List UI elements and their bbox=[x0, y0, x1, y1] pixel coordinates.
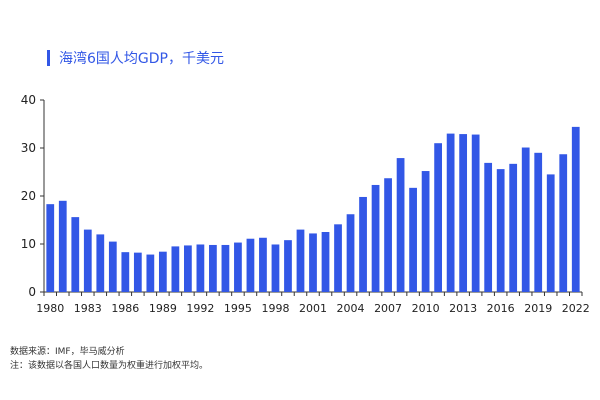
source-note: 数据来源：IMF，毕马威分析 bbox=[10, 347, 125, 357]
bar-2001 bbox=[309, 233, 317, 292]
bar-2015 bbox=[484, 162, 493, 292]
bar-2022 bbox=[571, 126, 580, 292]
bar-2006 bbox=[371, 184, 380, 292]
bar-2002 bbox=[321, 232, 330, 292]
y-tick-label: 0 bbox=[28, 285, 36, 299]
x-tick-label: 2010 bbox=[412, 302, 440, 315]
x-tick-label: 2007 bbox=[374, 302, 402, 315]
bar-2018 bbox=[521, 147, 530, 292]
x-tick-label: 2019 bbox=[524, 302, 552, 315]
bar-1992 bbox=[196, 244, 205, 292]
bar-2007 bbox=[384, 178, 392, 292]
y-tick-label: 20 bbox=[21, 189, 36, 203]
title-accent-bar bbox=[47, 50, 50, 66]
x-tick-label: 1980 bbox=[36, 302, 64, 315]
x-tick-label: 2004 bbox=[337, 302, 365, 315]
bar-2005 bbox=[359, 196, 367, 292]
x-tick-label: 2022 bbox=[562, 302, 590, 315]
bar-1998 bbox=[271, 244, 280, 292]
bar-2016 bbox=[496, 169, 505, 292]
x-tick-label: 1983 bbox=[74, 302, 102, 315]
bar-1991 bbox=[184, 245, 192, 292]
bar-1985 bbox=[108, 241, 117, 292]
bar-1981 bbox=[58, 200, 67, 292]
bar-1990 bbox=[171, 246, 180, 292]
x-tick-label: 1986 bbox=[111, 302, 139, 315]
bar-2017 bbox=[509, 163, 518, 292]
bar-2020 bbox=[546, 174, 555, 292]
bar-1984 bbox=[96, 234, 105, 292]
bar-1997 bbox=[259, 237, 267, 292]
bar-1983 bbox=[83, 229, 92, 292]
bar-2014 bbox=[471, 134, 480, 292]
x-tick-label: 2013 bbox=[449, 302, 477, 315]
y-tick-label: 10 bbox=[21, 237, 36, 251]
x-tick-label: 1995 bbox=[224, 302, 252, 315]
bar-2009 bbox=[409, 187, 417, 292]
x-tick-label: 1992 bbox=[186, 302, 214, 315]
footnote: 注：该数据以各国人口数量为权重进行加权平均。 bbox=[10, 361, 209, 371]
y-tick-label: 40 bbox=[21, 93, 36, 107]
chart-title: 海湾6国人均GDP，千美元 bbox=[59, 51, 224, 67]
x-tick-label: 1989 bbox=[149, 302, 177, 315]
bar-2011 bbox=[434, 143, 442, 292]
bar-2010 bbox=[421, 171, 430, 292]
bar-2013 bbox=[459, 134, 468, 292]
bar-1988 bbox=[146, 254, 155, 292]
bar-1982 bbox=[71, 217, 80, 292]
bar-2008 bbox=[396, 158, 405, 292]
x-tick-label: 2001 bbox=[299, 302, 327, 315]
bars bbox=[46, 126, 580, 292]
x-axis: 1980 1983 1986 1989 1992 1995 1998 2001 2004 2007… bbox=[36, 292, 590, 315]
bar-2003 bbox=[334, 224, 342, 292]
y-tick-label: 30 bbox=[21, 141, 36, 155]
bar-1993 bbox=[209, 244, 217, 292]
bar-1994 bbox=[221, 244, 230, 292]
bar-2000 bbox=[296, 229, 305, 292]
bar-1995 bbox=[234, 242, 242, 292]
bar-2004 bbox=[346, 214, 355, 292]
bar-2021 bbox=[559, 154, 568, 292]
bar-1986 bbox=[121, 252, 130, 292]
x-tick-label: 1998 bbox=[261, 302, 289, 315]
bar-1987 bbox=[133, 252, 142, 292]
bar-1980 bbox=[46, 204, 55, 292]
x-tick-label: 2016 bbox=[487, 302, 515, 315]
bar-2012 bbox=[446, 133, 455, 292]
bar-1999 bbox=[284, 240, 292, 292]
bar-1996 bbox=[246, 238, 255, 292]
bar-2019 bbox=[534, 152, 543, 292]
bar-1989 bbox=[158, 251, 167, 292]
